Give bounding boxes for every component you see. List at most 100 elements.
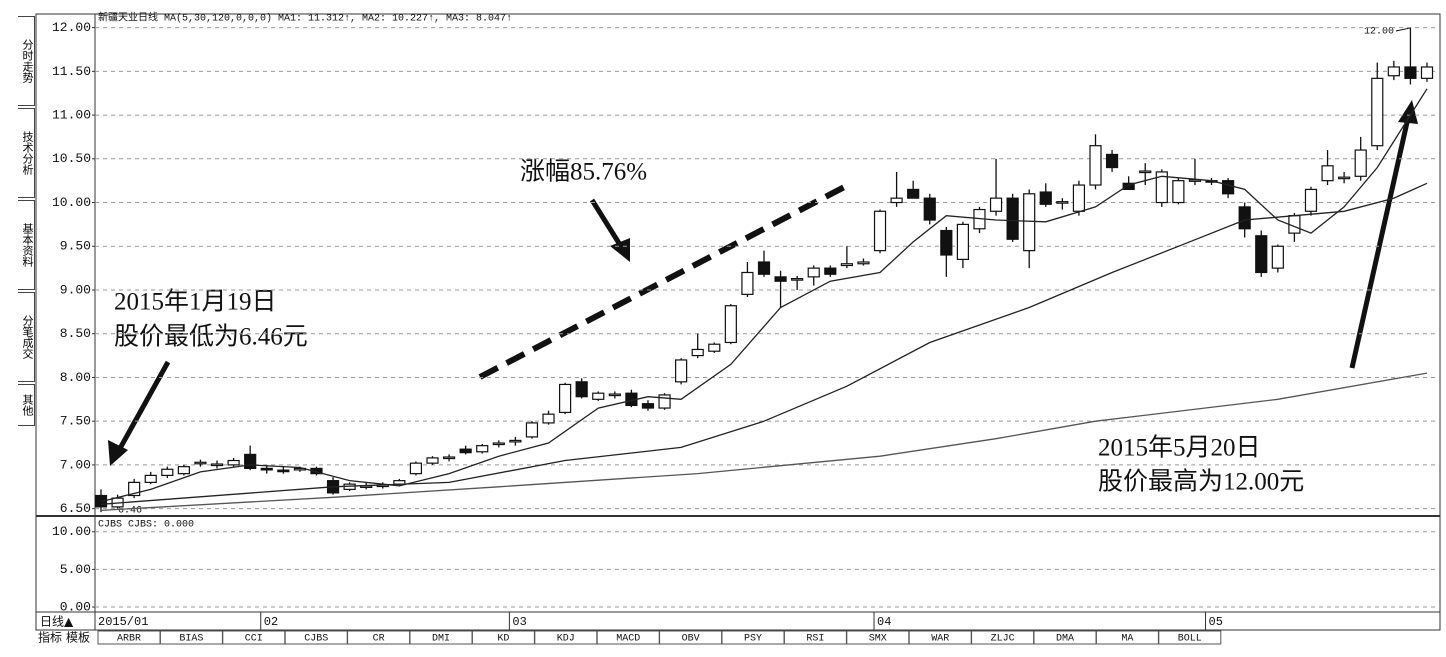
tab[interactable]: KD (497, 634, 509, 645)
candle-body (675, 359, 688, 383)
arrows (108, 100, 1418, 466)
candle-body (956, 223, 970, 260)
tab[interactable]: RSI (806, 634, 824, 645)
candle-body (575, 381, 588, 398)
y-tick-label: 11.00 (52, 108, 91, 123)
trend-line (478, 180, 854, 380)
tab[interactable]: BIAS (179, 634, 203, 645)
tab[interactable]: ZLJC (991, 634, 1015, 645)
side-tab[interactable]: 其他 (18, 384, 35, 426)
high-mark-line (1395, 27, 1411, 32)
chart-header: 新疆天业日线 MA(5,30,120,0,0,0) MA1: 11.312↑, … (98, 11, 512, 25)
tab[interactable]: MA (1121, 634, 1133, 645)
tab[interactable]: BOLL (1178, 634, 1202, 645)
tab[interactable]: OBV (682, 634, 700, 645)
candle-body (1354, 149, 1367, 177)
candle-body (1105, 153, 1119, 169)
annotation: 2015年1月19日 (114, 288, 277, 316)
candle-body (1304, 188, 1318, 212)
y-tick-label: 6.50 (60, 501, 91, 516)
candle-body (1238, 206, 1251, 230)
side-tab[interactable]: 分时走势 (18, 16, 35, 106)
candle-body (194, 461, 207, 465)
candle-body (1255, 235, 1268, 274)
candle-body (1221, 180, 1235, 195)
x-tick-label: 04 (877, 615, 891, 629)
candle-body (1072, 184, 1086, 212)
y-tick-label: 7.50 (60, 414, 91, 429)
candle-body (923, 197, 936, 221)
tab[interactable]: DMA (1056, 634, 1074, 645)
side-tab[interactable]: 基本资料 (18, 200, 35, 290)
tab[interactable]: CR (373, 634, 385, 645)
y-tick-label: 10.50 (52, 151, 91, 166)
candle-body (558, 383, 572, 414)
candle-body (442, 456, 456, 460)
ma-line (100, 182, 1428, 505)
candle-body (525, 422, 539, 438)
candle-body (459, 448, 472, 454)
candle-body (873, 210, 887, 252)
high-mark: 12.00 (1364, 27, 1394, 38)
y-tick-label: 12.00 (52, 20, 91, 35)
annotation: 2015年5月20日 (1098, 434, 1261, 462)
ma-line (100, 372, 1428, 512)
tab[interactable]: 模板 (66, 631, 90, 645)
y-tick-label: 8.50 (60, 326, 91, 341)
candle-body (857, 261, 870, 265)
candle-body (177, 466, 190, 475)
tab[interactable]: 指标 (38, 630, 62, 645)
tab[interactable]: MACD (616, 634, 640, 645)
low-mark: 6.46 (118, 506, 142, 517)
ma-line (100, 88, 1428, 503)
candle-body (724, 305, 737, 344)
side-tab[interactable]: 技术分析 (18, 108, 35, 198)
candle-body (277, 469, 290, 473)
candle-body (807, 267, 820, 278)
candle-body (1371, 77, 1384, 147)
period-label[interactable]: 日线▲ (40, 615, 74, 629)
candle-body (509, 439, 522, 443)
candle-body (210, 463, 224, 467)
tab[interactable]: DMI (432, 634, 450, 645)
candle-body (409, 462, 423, 475)
candle-body (144, 474, 157, 483)
candle-body (592, 392, 605, 400)
tab-frame[interactable] (1158, 630, 1222, 645)
candle-body (492, 442, 505, 446)
tab[interactable]: SMX (869, 634, 887, 645)
annotation: 股价最低为6.46元 (114, 323, 308, 351)
candle-body (1023, 193, 1036, 252)
candle-body (1338, 176, 1351, 180)
candle-body (741, 271, 754, 295)
side-tab[interactable]: 分笔成交 (18, 292, 35, 382)
candle-body (1039, 191, 1052, 205)
candle-body (1404, 66, 1417, 79)
tab[interactable]: ARBR (117, 634, 141, 645)
candle-body (940, 229, 953, 256)
y-tick-label: 0.00 (60, 599, 91, 614)
candle-body (426, 457, 439, 464)
tab[interactable]: CJBS (304, 634, 328, 645)
candle-body (476, 445, 489, 453)
x-tick-label: 03 (512, 615, 526, 629)
y-tick-label: 10.00 (52, 524, 91, 539)
x-tick-label: 2015/01 (98, 615, 148, 629)
tab[interactable]: CCI (245, 634, 263, 645)
y-tick-label: 10.00 (52, 195, 91, 210)
tab[interactable]: WAR (931, 634, 949, 645)
tab[interactable]: KDJ (557, 634, 575, 645)
candle-body (658, 394, 671, 409)
candle-body (1271, 245, 1284, 269)
candle-body (1139, 170, 1152, 174)
y-tick-label: 11.50 (52, 64, 91, 79)
y-tick-label: 9.00 (60, 282, 91, 297)
candle-body (1122, 182, 1135, 191)
candle-body (840, 263, 853, 267)
candle-body (708, 343, 721, 352)
tab[interactable]: PSY (744, 634, 762, 645)
candle-body (691, 348, 704, 357)
candle-body (1089, 145, 1102, 186)
